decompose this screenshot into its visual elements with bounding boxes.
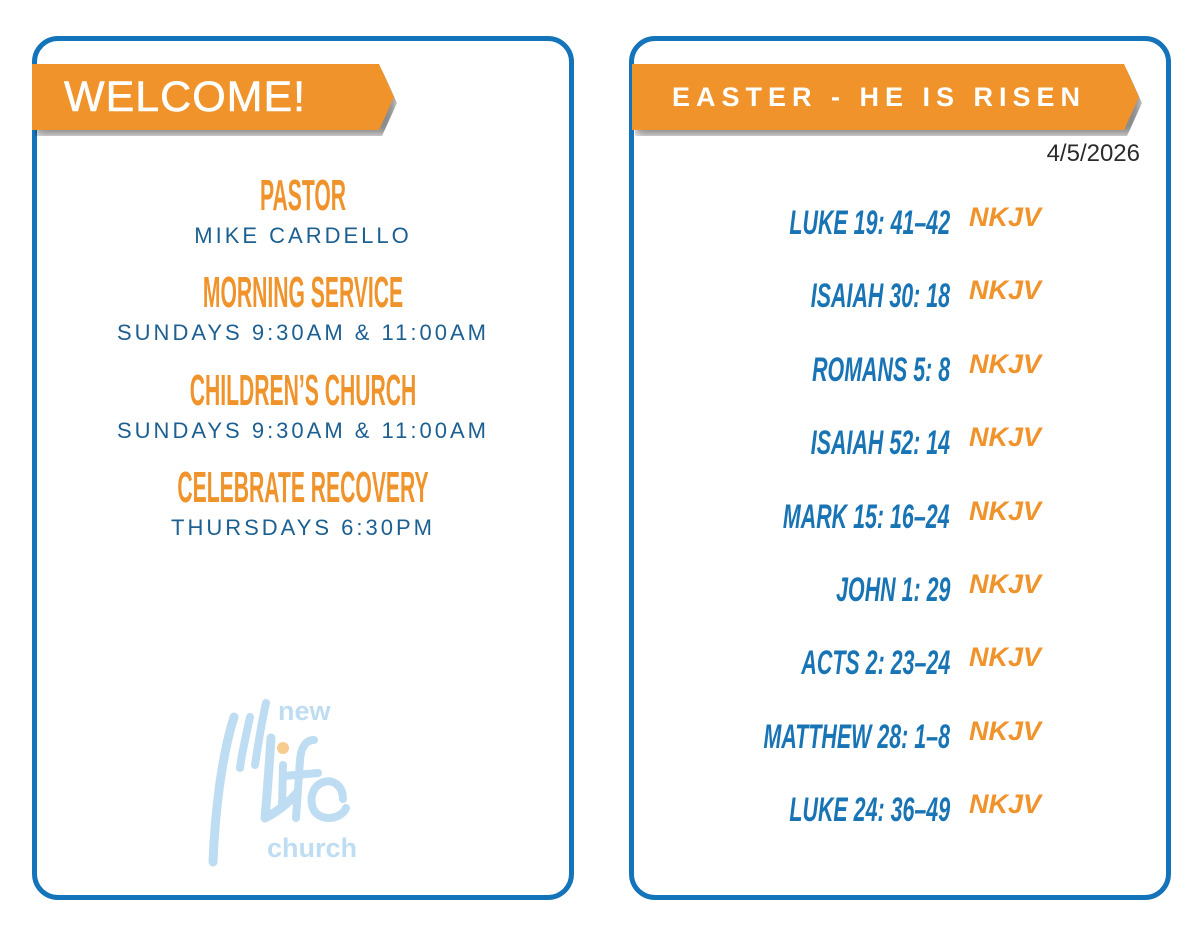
svg-text:church: church [267,833,357,863]
svg-text:new: new [278,696,332,726]
